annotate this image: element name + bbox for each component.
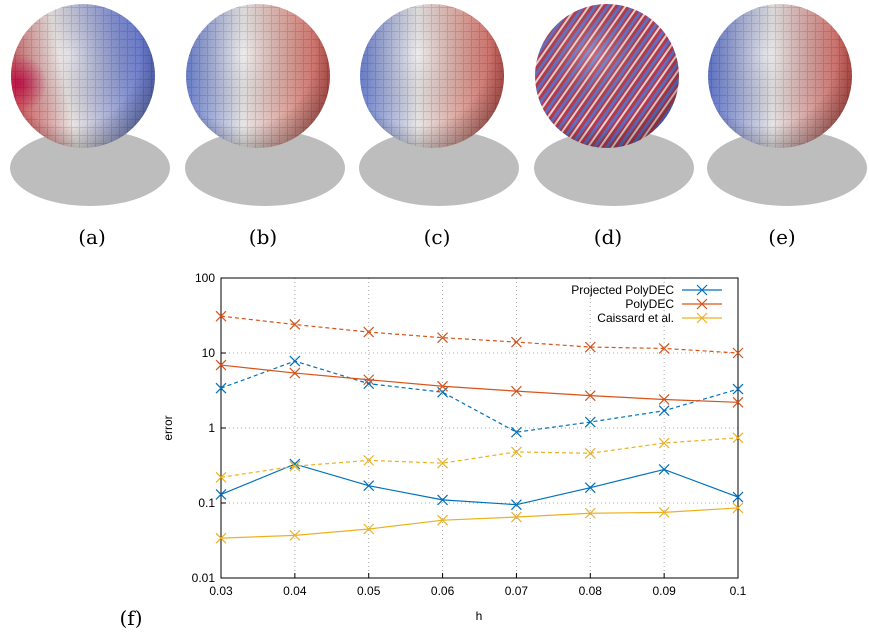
legend-marker	[696, 284, 708, 296]
panel-label: (a)	[78, 225, 106, 249]
legend-marker	[696, 298, 708, 310]
x-tick-label: 0.08	[579, 584, 603, 598]
x-tick-label: 0.03	[209, 584, 233, 598]
point-marker	[437, 332, 448, 344]
point-marker	[511, 499, 522, 511]
point-marker	[584, 447, 596, 459]
point-marker	[215, 489, 227, 500]
x-tick-label: 0.07	[505, 584, 529, 598]
y-tick-label: 0.1	[198, 496, 215, 510]
point-marker	[658, 506, 670, 518]
point-marker	[584, 507, 596, 519]
point-marker	[363, 480, 375, 492]
point-marker	[732, 347, 744, 359]
point-marker	[363, 454, 375, 466]
point-marker	[289, 460, 301, 472]
series-line	[220, 364, 739, 403]
point-marker	[732, 396, 744, 408]
point-marker	[437, 514, 448, 526]
point-marker	[363, 374, 375, 386]
point-marker	[289, 458, 301, 470]
sphere	[534, 4, 694, 206]
point-marker	[511, 511, 522, 523]
legend-label: PolyDEC	[625, 297, 674, 311]
series-line	[220, 315, 739, 354]
panel-label: (c)	[424, 225, 451, 249]
y-axis-label: error	[161, 415, 175, 440]
panel-label: (b)	[249, 225, 277, 249]
point-marker	[437, 494, 448, 506]
point-marker	[584, 416, 596, 428]
point-marker	[732, 491, 744, 503]
sphere	[185, 4, 345, 206]
x-tick-label: 0.1	[730, 584, 747, 598]
legend-label: Projected PolyDEC	[571, 283, 674, 297]
point-marker	[215, 310, 227, 322]
panel-label: (e)	[768, 225, 795, 249]
point-marker	[511, 426, 522, 438]
sphere	[10, 4, 170, 206]
legend-label: Caissard et al.	[597, 311, 674, 325]
point-marker	[511, 385, 522, 397]
point-marker	[584, 341, 596, 353]
point-marker	[732, 383, 744, 395]
point-marker	[363, 326, 375, 338]
series-line	[220, 437, 739, 478]
point-marker	[658, 437, 670, 449]
sphere	[359, 4, 519, 206]
panel-label: (d)	[594, 225, 622, 249]
point-marker	[732, 502, 744, 514]
point-marker	[658, 405, 670, 417]
point-marker	[215, 532, 227, 544]
point-marker	[732, 432, 744, 444]
point-marker	[511, 446, 522, 458]
sphere	[707, 4, 867, 206]
point-marker	[584, 390, 596, 402]
point-marker	[437, 380, 448, 392]
x-tick-label: 0.09	[652, 584, 676, 598]
y-tick-label: 100	[195, 271, 215, 285]
plot-frame	[220, 277, 739, 579]
point-marker	[658, 394, 670, 405]
point-marker	[658, 343, 670, 354]
panel-label: (f)	[119, 606, 142, 630]
series-line	[220, 360, 739, 433]
x-axis-label: h	[476, 609, 483, 623]
y-tick-label: 0.01	[192, 571, 216, 585]
point-marker	[289, 319, 301, 330]
y-tick-label: 1	[208, 421, 215, 435]
point-marker	[215, 359, 227, 371]
point-marker	[584, 482, 596, 494]
point-marker	[215, 382, 227, 394]
x-tick-label: 0.05	[357, 584, 381, 598]
spheres	[10, 4, 867, 206]
series-line	[220, 507, 739, 539]
x-tick-label: 0.04	[283, 584, 307, 598]
legend-marker	[696, 312, 708, 324]
point-marker	[363, 523, 375, 535]
point-marker	[511, 336, 522, 348]
series-line	[220, 463, 739, 506]
point-marker	[289, 355, 301, 367]
point-marker	[437, 457, 448, 469]
point-marker	[215, 471, 227, 483]
point-marker	[289, 367, 301, 379]
point-marker	[289, 529, 301, 541]
x-tick-label: 0.06	[431, 584, 455, 598]
point-marker	[658, 464, 670, 475]
y-tick-label: 10	[202, 346, 216, 360]
